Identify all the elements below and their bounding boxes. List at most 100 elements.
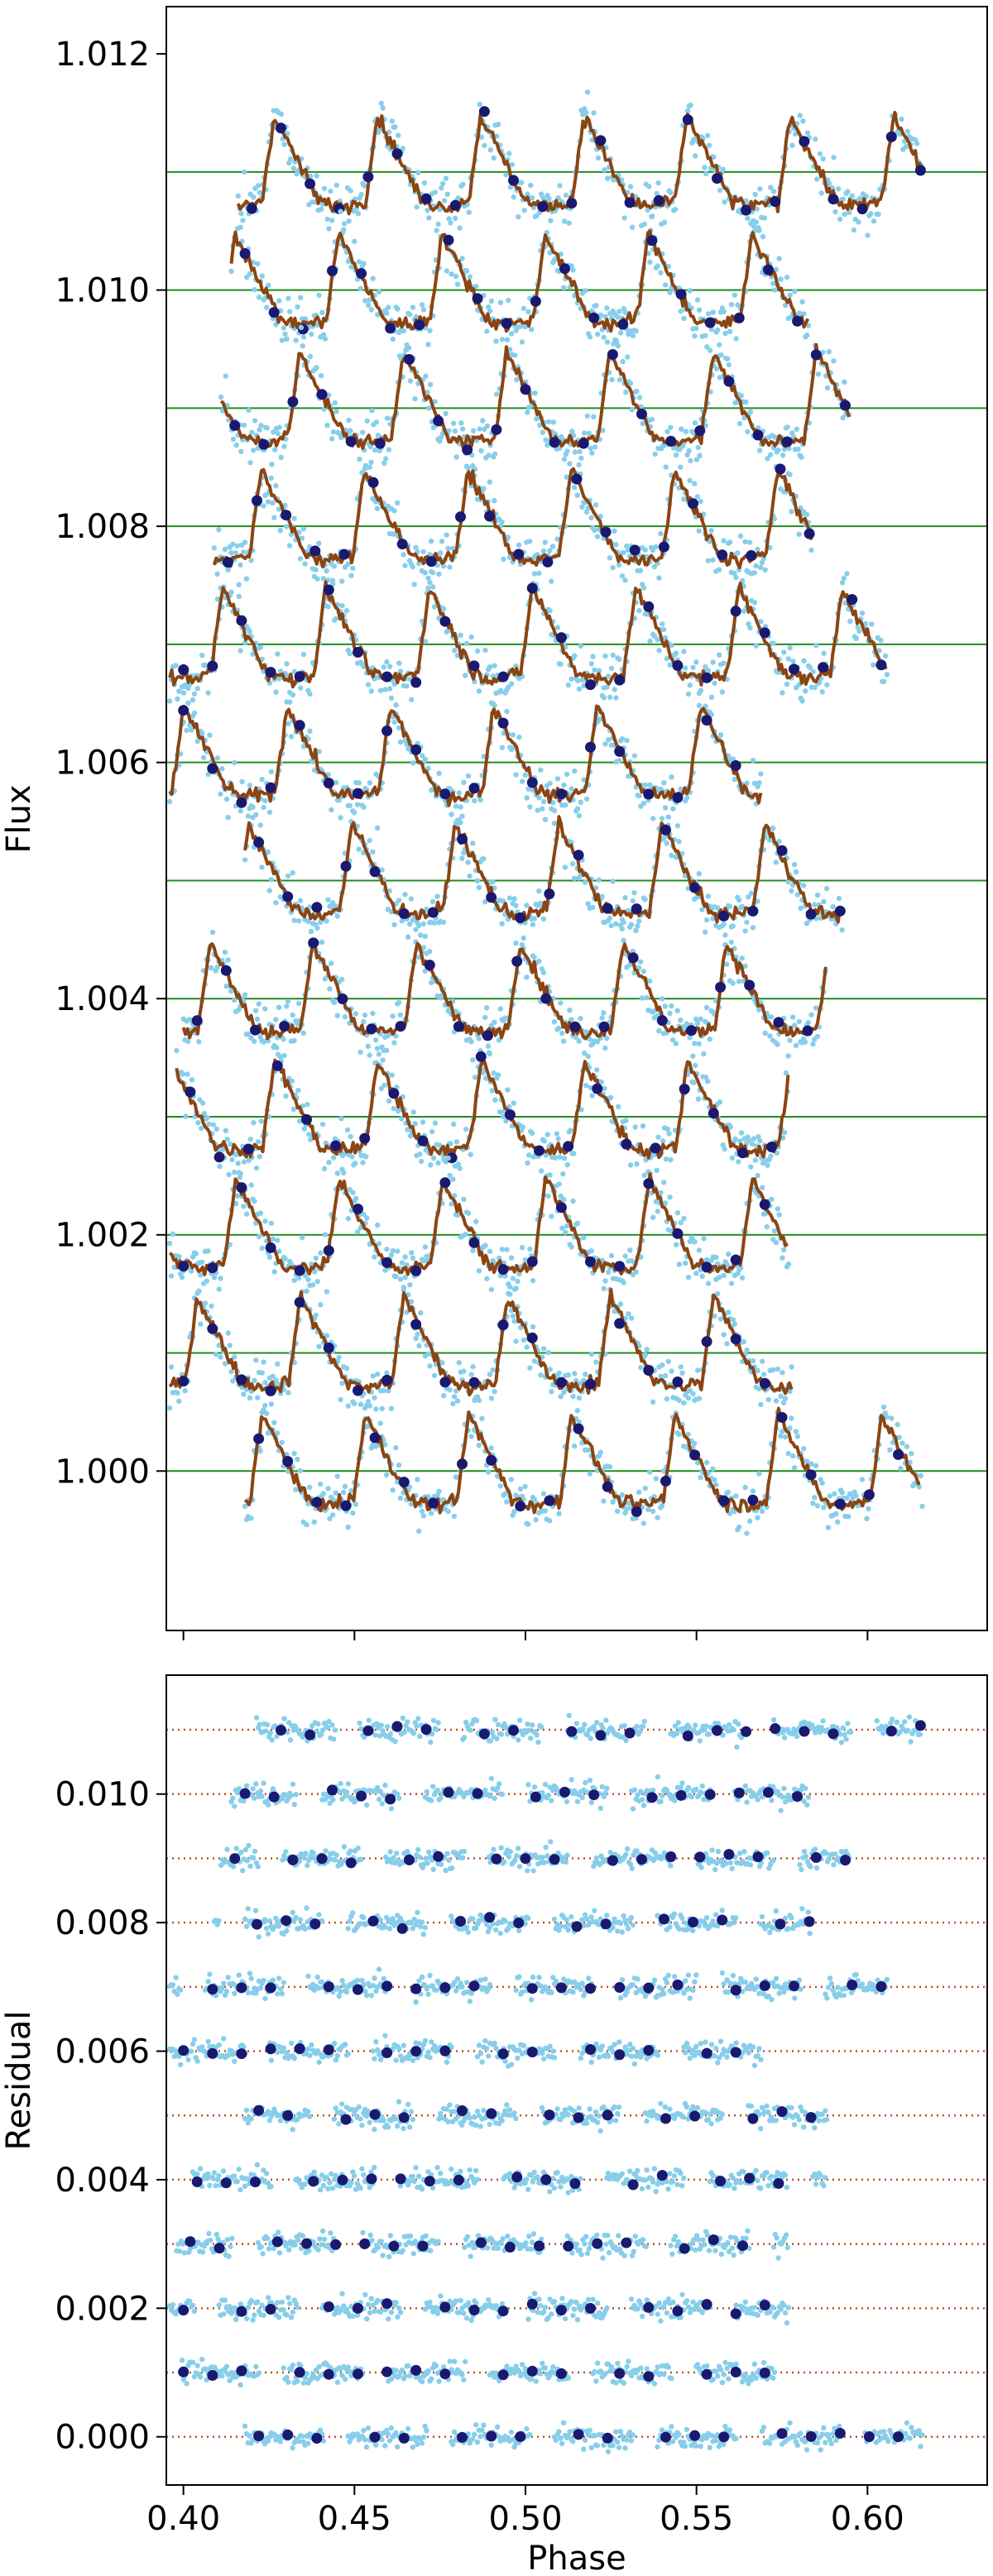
observation-point: [771, 515, 778, 522]
observation-point: [477, 426, 482, 432]
observation-point: [717, 1316, 724, 1322]
observation-point: [483, 1005, 490, 1011]
observation-point: [353, 1011, 359, 1017]
observation-point: [247, 460, 253, 466]
observation-point: [497, 1006, 503, 1012]
observation-point: [808, 547, 814, 553]
binned-point: [282, 891, 294, 903]
observation-point: [450, 420, 457, 426]
binned-point: [391, 148, 403, 160]
observation-point: [470, 840, 476, 846]
observation-point: [377, 687, 384, 693]
binned-point: [675, 289, 687, 300]
model-line: [168, 704, 763, 807]
binned-point: [305, 178, 316, 189]
observation-point: [481, 855, 487, 862]
observation-point: [298, 324, 305, 330]
binned-point: [486, 892, 497, 903]
observation-point: [758, 564, 764, 571]
observation-point: [293, 1487, 299, 1492]
observation-point: [622, 1253, 628, 1259]
observation-point: [692, 420, 698, 426]
binned-point: [323, 778, 334, 789]
observation-point: [751, 1136, 757, 1142]
observation-point: [685, 1274, 692, 1281]
observation-point: [721, 1272, 727, 1279]
observation-point: [640, 1123, 646, 1129]
observation-point: [496, 1109, 503, 1115]
observation-point: [647, 978, 653, 984]
binned-point: [381, 671, 393, 682]
binned-point: [294, 720, 305, 731]
observation-point: [250, 651, 256, 657]
binned-point: [810, 349, 822, 361]
observation-point: [903, 144, 909, 150]
observation-point: [401, 328, 407, 334]
observation-point: [574, 806, 581, 812]
observation-point: [550, 419, 557, 425]
observation-point: [482, 647, 488, 654]
observation-point: [526, 1152, 532, 1158]
observation-point: [299, 1234, 305, 1241]
binned-point: [472, 293, 483, 304]
binned-point: [672, 1377, 684, 1387]
binned-point: [323, 1245, 334, 1257]
observation-point: [465, 1210, 472, 1216]
observation-point: [300, 343, 305, 349]
observation-point: [506, 684, 511, 690]
binned-point: [327, 265, 338, 276]
observation-point: [727, 539, 733, 545]
observation-point: [316, 1343, 322, 1349]
observation-point: [606, 1269, 612, 1276]
binned-point: [643, 1365, 655, 1376]
observation-points: [180, 922, 828, 1063]
observation-point: [538, 1372, 544, 1378]
observation-point: [557, 1154, 563, 1160]
model-line: [168, 580, 888, 689]
observation-point: [627, 1162, 634, 1168]
observation-point: [707, 539, 712, 544]
observation-point: [411, 582, 417, 587]
observation-point: [362, 183, 367, 189]
observation-point: [692, 1239, 698, 1245]
observation-point: [261, 1359, 266, 1365]
observation-point: [536, 888, 542, 894]
binned-point: [658, 541, 669, 553]
observation-point: [248, 1515, 254, 1521]
observation-point: [710, 659, 716, 665]
observation-point: [781, 1129, 788, 1136]
observation-point: [510, 732, 516, 738]
observation-point: [882, 653, 889, 659]
observation-point: [686, 448, 692, 454]
observation-point: [367, 780, 373, 786]
observation-point: [674, 1008, 680, 1014]
binned-point: [559, 263, 570, 275]
observation-point: [717, 732, 724, 738]
observation-point: [536, 795, 542, 801]
observation-point: [272, 447, 278, 452]
observation-point: [287, 156, 294, 162]
observation-point: [783, 1070, 789, 1076]
observation-point: [510, 1276, 516, 1281]
observation-points: [218, 324, 852, 476]
observation-point: [487, 308, 493, 314]
observation-point: [664, 840, 669, 846]
observation-point: [802, 1039, 808, 1045]
observation-point: [242, 169, 247, 175]
observation-point: [476, 688, 482, 694]
observation-point: [619, 926, 625, 932]
observation-point: [450, 1401, 456, 1407]
observation-point: [257, 189, 262, 195]
observation-point: [810, 1041, 816, 1047]
observation-point: [321, 1166, 328, 1172]
observation-point: [460, 426, 466, 432]
observation-point: [653, 543, 659, 550]
observation-points: [235, 89, 924, 245]
observation-point: [649, 416, 655, 423]
observation-point: [487, 147, 493, 153]
binned-point: [484, 510, 496, 522]
observation-point: [593, 303, 599, 309]
observation-point: [405, 345, 412, 351]
observation-point: [487, 479, 492, 485]
observation-point: [375, 1222, 381, 1228]
